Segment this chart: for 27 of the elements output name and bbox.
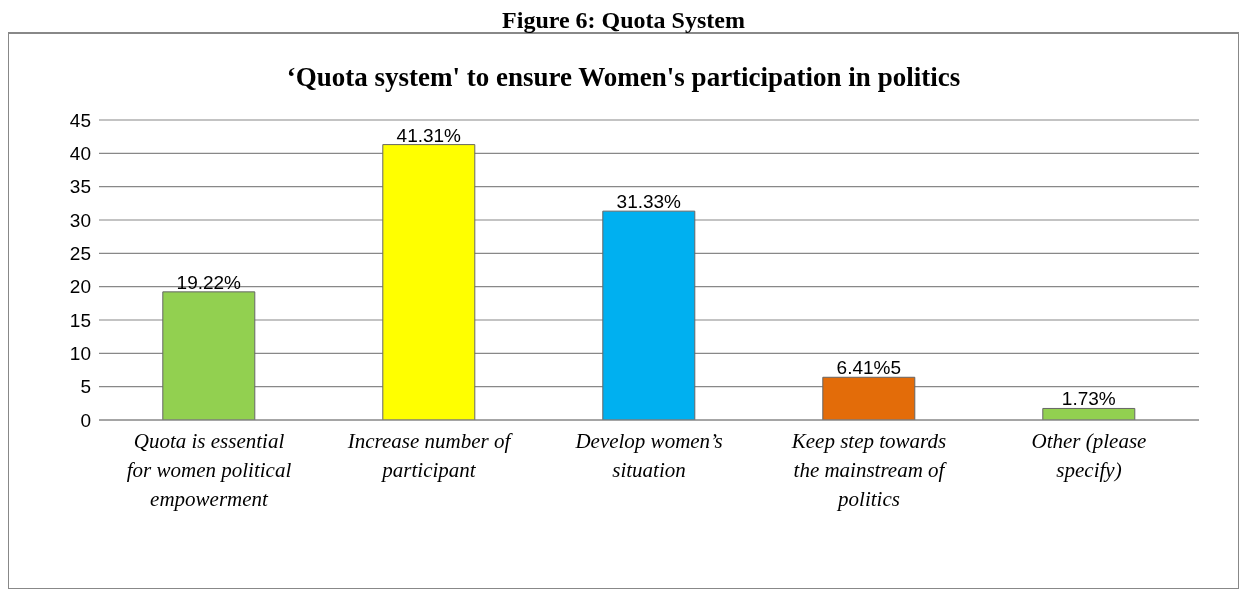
- data-label: 31.33%: [616, 191, 682, 213]
- y-tick-label: 10: [69, 343, 91, 365]
- y-tick-label: 30: [69, 209, 91, 231]
- data-label: 1.73%: [1061, 388, 1116, 410]
- y-tick-label: 0: [80, 409, 91, 431]
- y-tick-label: 20: [69, 276, 91, 298]
- y-tick-label: 35: [69, 176, 91, 198]
- x-tick-label: Keep step towards the mainstream of politics: [790, 429, 948, 511]
- bar: [602, 210, 696, 420]
- x-tick-label: Other (please specify): [1031, 429, 1147, 482]
- y-tick-label: 5: [80, 376, 91, 398]
- bar: [822, 376, 916, 420]
- bar: [382, 144, 476, 420]
- y-tick-label: 15: [69, 309, 91, 331]
- y-tick-label: 40: [69, 143, 91, 165]
- bar: [162, 291, 256, 420]
- x-tick-label: Quota is essential for women political empowerment: [126, 429, 292, 511]
- chart-title: Figure 6: Quota System: [8, 7, 1239, 34]
- x-tick-label: Develop women’s situation: [574, 429, 723, 482]
- y-tick-label: 25: [69, 243, 91, 265]
- bar: [1042, 407, 1136, 420]
- chart-subtitle: ‘Quota system' to ensure Women's participation in politics: [285, 61, 962, 94]
- y-tick-label: 45: [69, 109, 91, 131]
- data-label: 41.31%: [396, 124, 462, 146]
- data-label: 6.41%5: [836, 357, 902, 379]
- data-label: 19.22%: [176, 271, 242, 293]
- x-tick-label: Increase number of participant: [346, 429, 514, 482]
